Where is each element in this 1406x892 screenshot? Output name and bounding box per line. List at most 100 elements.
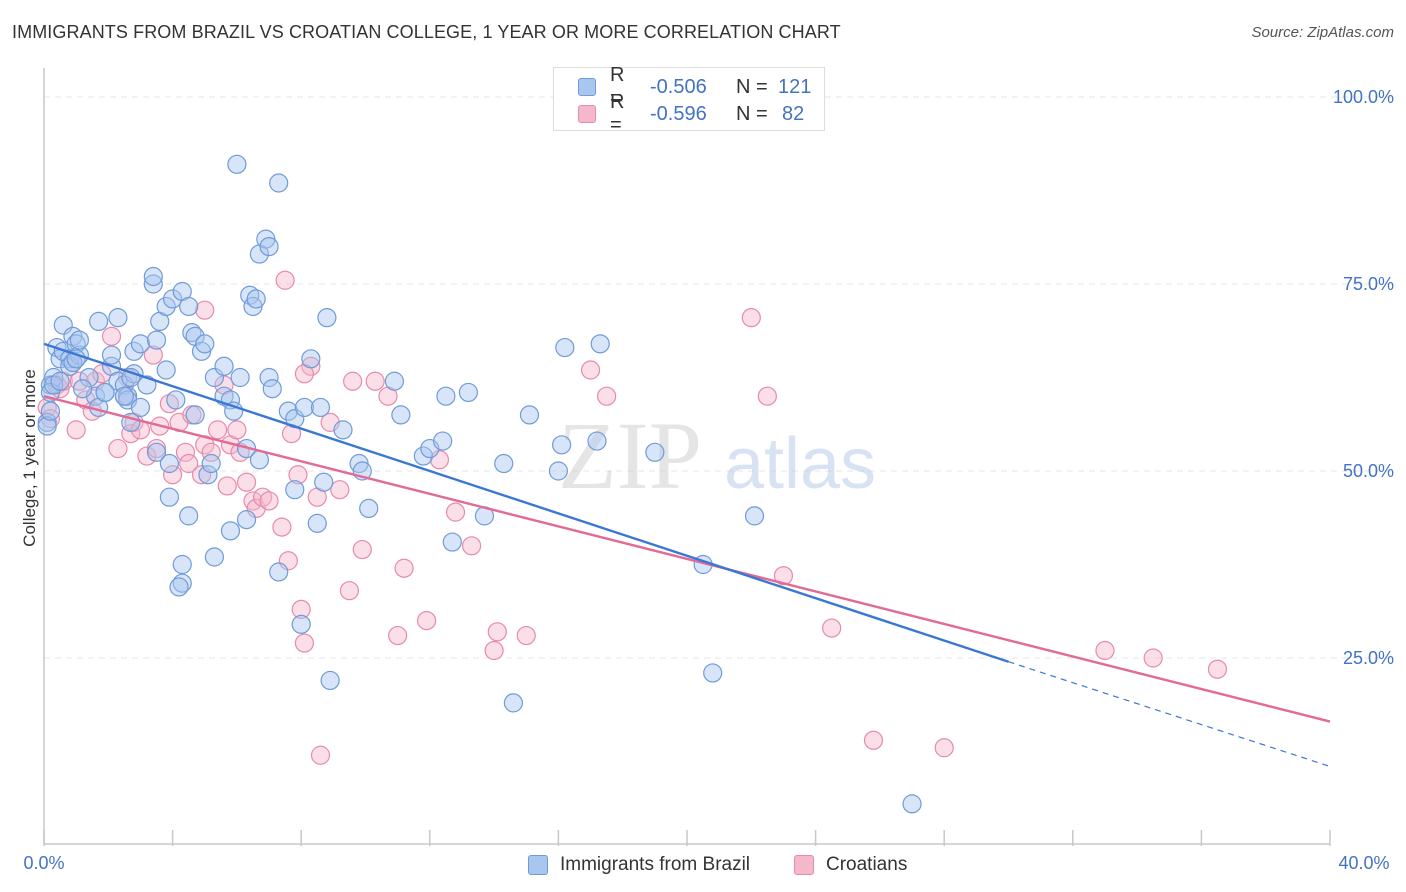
croatian-point xyxy=(175,442,196,462)
brazil-point xyxy=(384,371,405,391)
croatian-point xyxy=(275,270,295,290)
brazil-point xyxy=(166,390,186,410)
bottom-legend-label-croatians: Croatians xyxy=(826,854,908,875)
y-axis-label: College, 1 year or more xyxy=(20,369,39,547)
x-tick-label: 0.0% xyxy=(23,853,64,873)
brazil-point xyxy=(259,367,279,388)
watermark: ZIP atlas xyxy=(558,402,876,509)
brazil-point xyxy=(227,154,247,174)
legend-row-brazil: R = -0.506 N = 121 xyxy=(578,64,812,109)
brazil-point xyxy=(320,670,340,691)
brazil-point xyxy=(204,547,224,567)
croatian-point xyxy=(227,420,247,440)
legend-r-label: R = xyxy=(610,91,625,136)
brazil-point xyxy=(413,446,433,466)
brazil-point xyxy=(314,472,334,492)
watermark-atlas: atlas xyxy=(724,424,876,504)
brazil-point xyxy=(37,416,57,436)
bottom-legend-label-brazil: Immigrants from Brazil xyxy=(560,854,751,875)
brazil-point xyxy=(548,461,569,481)
croatian-point xyxy=(208,420,228,440)
croatian-point xyxy=(294,633,315,653)
brazil-point xyxy=(285,480,305,500)
croatian-point xyxy=(339,581,360,601)
croatian-point xyxy=(101,326,122,346)
trend-line-brazil-extension xyxy=(1008,661,1331,768)
trend-line-brazil xyxy=(43,342,1009,663)
croatian-point xyxy=(310,745,331,765)
legend-r-value: -0.596 xyxy=(650,102,707,125)
y-tick-label: 50.0% xyxy=(1343,461,1394,481)
brazil-point xyxy=(552,435,572,455)
brazil-point xyxy=(156,296,176,317)
croatian-point xyxy=(236,472,257,492)
croatian-point xyxy=(143,345,163,365)
brazil-point xyxy=(50,371,70,391)
brazil-point xyxy=(95,382,115,403)
brazil-point xyxy=(269,562,289,582)
brazil-point xyxy=(291,614,311,634)
croatian-point xyxy=(352,539,372,560)
brazil-point xyxy=(163,289,183,309)
chart-source: Source: ZipAtlas.com xyxy=(1251,24,1394,41)
croatian-point xyxy=(757,386,777,406)
legend-n-label: N = xyxy=(736,75,768,98)
brazil-point xyxy=(124,341,144,361)
brazil-point xyxy=(359,498,379,518)
brazil-point xyxy=(130,334,151,354)
brazil-point xyxy=(442,532,462,552)
croatian-point xyxy=(1095,640,1115,661)
brazil-point xyxy=(172,554,192,575)
croatian-point xyxy=(343,371,363,391)
croatian-point xyxy=(301,356,321,376)
croatian-point xyxy=(863,730,884,750)
trend-lines xyxy=(43,342,1331,768)
brazil-point xyxy=(220,521,241,541)
bottom-legend-swatch-croatians xyxy=(794,855,814,875)
brazil-point xyxy=(269,173,289,193)
brazil-point xyxy=(179,296,199,317)
croatian-point xyxy=(137,446,157,466)
brazil-point xyxy=(645,442,665,462)
brazil-point xyxy=(458,382,478,403)
brazil-point xyxy=(40,401,61,421)
croatian-point xyxy=(773,566,794,586)
brazil-point xyxy=(246,289,266,309)
croatian-point xyxy=(597,386,617,406)
brazil-point xyxy=(66,334,86,354)
y-tick-label: 100.0% xyxy=(1333,87,1394,107)
croatian-point xyxy=(487,622,507,642)
croatian-point xyxy=(580,360,601,380)
croatian-point xyxy=(217,476,237,496)
axes xyxy=(43,68,1331,846)
croatian-point xyxy=(108,438,128,459)
brazil-point xyxy=(130,397,151,418)
croatian-point xyxy=(259,491,279,511)
croatian-point xyxy=(121,424,141,444)
legend-row-croatians: R = -0.596 N = 82 xyxy=(578,91,804,136)
brazil-point xyxy=(555,337,575,358)
legend-n-value: 121 xyxy=(778,75,812,98)
bottom-legend-brazil: Immigrants from Brazil xyxy=(528,852,750,878)
croatian-point xyxy=(822,618,842,638)
brazil-point xyxy=(317,308,337,328)
tick-labels: 25.0% 50.0% 75.0% 100.0% 0.0% 40.0% xyxy=(23,87,1394,873)
brazil-point xyxy=(310,397,331,418)
brazil-point xyxy=(159,453,179,474)
croatian-point xyxy=(291,599,311,619)
brazil-point xyxy=(519,405,540,425)
croatian-point xyxy=(272,517,292,537)
brazil-point xyxy=(72,379,93,399)
x-tick-label: 40.0% xyxy=(1338,853,1389,873)
series-croatians-points xyxy=(37,270,1228,765)
croatian-point xyxy=(741,308,761,328)
legend-r-value: -0.506 xyxy=(650,75,707,98)
brazil-point xyxy=(236,510,257,530)
legend-swatch-croatians xyxy=(578,105,596,123)
brazil-point xyxy=(201,453,221,474)
croatian-point xyxy=(92,364,112,384)
brazil-point xyxy=(79,367,99,388)
brazil-point xyxy=(169,577,189,597)
croatian-point xyxy=(388,625,408,646)
croatian-point xyxy=(195,300,215,320)
